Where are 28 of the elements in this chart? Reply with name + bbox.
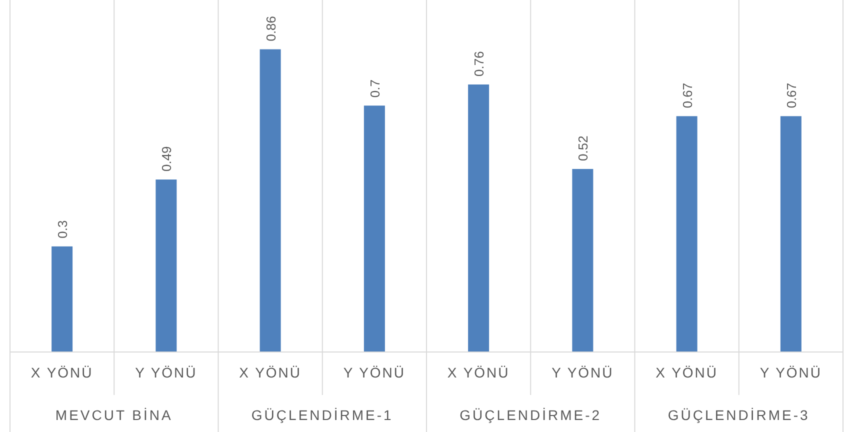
x-tick-label: Y YÖNÜ [343, 364, 406, 380]
data-label: 0.67 [680, 82, 695, 108]
x-tick-label: Y YÖNÜ [760, 364, 822, 380]
x-tick-label: X YÖNÜ [447, 364, 510, 380]
bar [156, 180, 177, 352]
data-label: 0.86 [263, 16, 278, 42]
x-tick-label: Y YÖNÜ [135, 364, 198, 380]
bar [52, 246, 73, 352]
bar [260, 49, 281, 352]
bar [364, 106, 385, 352]
x-tick-label: X YÖNÜ [656, 364, 718, 380]
x-tick-label: X YÖNÜ [30, 364, 94, 380]
data-label: 0.76 [472, 51, 487, 76]
data-label: 0.49 [159, 146, 174, 172]
data-label: 0.67 [784, 82, 799, 108]
x-tick-label: Y YÖNÜ [552, 364, 614, 380]
bar [780, 116, 802, 352]
bar [572, 168, 594, 352]
data-label: 0.7 [367, 80, 382, 98]
text: GÜÇLENDİRME-3 [668, 407, 810, 423]
text: GÜÇLENDİRME-2 [460, 407, 602, 423]
bar [676, 116, 698, 352]
text: GÜÇLENDİRME-1 [251, 407, 394, 423]
x-tick-label: X YÖNÜ [239, 364, 302, 380]
data-label: 0.52 [576, 136, 591, 161]
data-label: 0.3 [55, 220, 70, 238]
text: MEVCUT BİNA [55, 407, 173, 423]
bar [468, 84, 490, 352]
